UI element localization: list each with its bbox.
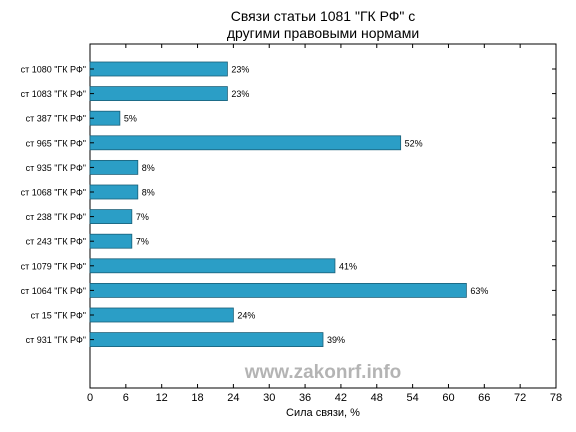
x-axis-label: Сила связи, % xyxy=(286,407,360,419)
x-tick-label: 72 xyxy=(514,392,526,404)
x-tick-label: 54 xyxy=(406,392,418,404)
data-label: 24% xyxy=(237,311,255,321)
watermark-text: www.zakonrf.info xyxy=(244,362,402,383)
y-tick-label: ст 1068 "ГК РФ" xyxy=(21,188,86,198)
bar xyxy=(89,159,139,175)
bar xyxy=(89,209,133,225)
data-label: 39% xyxy=(327,335,345,345)
y-tick-label: ст 387 "ГК РФ" xyxy=(26,114,86,124)
data-label: 63% xyxy=(470,286,488,296)
y-tick-label: ст 1079 "ГК РФ" xyxy=(21,261,86,271)
bar xyxy=(89,233,133,249)
y-tick-label: ст 931 "ГК РФ" xyxy=(26,335,86,345)
bar xyxy=(89,282,467,298)
x-tick-label: 60 xyxy=(442,392,454,404)
data-label: 8% xyxy=(142,188,155,198)
data-label: 41% xyxy=(339,261,357,271)
bar xyxy=(89,332,324,348)
x-tick-label: 78 xyxy=(550,392,562,404)
x-tick-label: 48 xyxy=(371,392,383,404)
data-label: 23% xyxy=(231,65,249,75)
chart-title-line-2: другими правовыми нормами xyxy=(226,25,420,41)
data-label: 5% xyxy=(124,114,137,124)
x-tick-label: 36 xyxy=(299,392,311,404)
x-tick-label: 12 xyxy=(156,392,168,404)
x-tick-label: 42 xyxy=(335,392,347,404)
bar xyxy=(89,135,402,151)
data-label: 7% xyxy=(136,212,149,222)
bar xyxy=(89,86,228,101)
bar xyxy=(89,258,336,274)
y-tick-label: ст 935 "ГК РФ" xyxy=(26,163,86,173)
data-label: 23% xyxy=(231,89,249,99)
x-tick-label: 24 xyxy=(227,392,239,404)
x-tick-label: 6 xyxy=(123,392,129,404)
x-tick-label: 30 xyxy=(263,392,275,404)
data-label: 7% xyxy=(136,237,149,247)
chart-title: Связи статьи 1081 "ГК РФ" с другими прав… xyxy=(90,8,556,42)
bar xyxy=(89,184,139,200)
bar xyxy=(89,61,228,77)
y-tick-label: ст 1080 "ГК РФ" xyxy=(21,65,86,75)
bar xyxy=(89,307,234,323)
chart-title-line-1: Связи статьи 1081 "ГК РФ" с xyxy=(230,8,416,24)
data-label: 8% xyxy=(142,163,155,173)
bar xyxy=(89,110,121,126)
data-label: 52% xyxy=(405,138,423,148)
y-tick-label: ст 238 "ГК РФ" xyxy=(26,212,86,222)
x-tick-label: 18 xyxy=(191,392,203,404)
y-tick-label: ст 15 "ГК РФ" xyxy=(31,311,86,321)
x-tick-label: 66 xyxy=(478,392,490,404)
y-tick-label: ст 1064 "ГК РФ" xyxy=(21,286,86,296)
y-tick-label: ст 1083 "ГК РФ" xyxy=(21,89,86,99)
x-tick-label: 0 xyxy=(87,392,93,404)
y-tick-label: ст 243 "ГК РФ" xyxy=(26,237,86,247)
y-tick-label: ст 965 "ГК РФ" xyxy=(26,138,86,148)
